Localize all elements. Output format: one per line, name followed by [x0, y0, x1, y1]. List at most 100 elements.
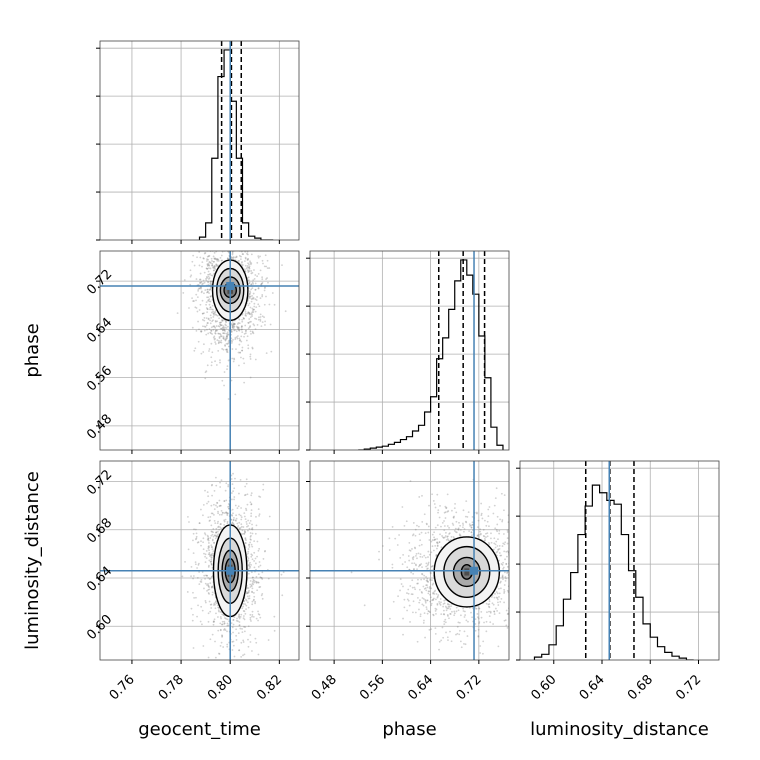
scatter-point	[501, 519, 504, 521]
scatter-point	[446, 607, 449, 610]
scatter-point	[438, 648, 440, 651]
scatter-point	[462, 610, 465, 612]
scatter-point	[443, 529, 446, 532]
scatter-point	[238, 624, 241, 627]
scatter-point	[418, 544, 421, 547]
scatter-point	[247, 519, 250, 522]
panel-frame	[309, 250, 510, 451]
scatter-point	[435, 593, 438, 595]
scatter-point	[200, 330, 203, 333]
scatter-point	[444, 535, 447, 537]
scatter-point	[492, 603, 495, 606]
scatter-point	[214, 257, 217, 260]
scatter-point	[261, 295, 264, 298]
scatter-point	[214, 326, 217, 329]
scatter-point	[215, 258, 218, 261]
scatter-point	[233, 516, 235, 519]
scatter-point	[511, 587, 513, 589]
scatter-point	[241, 533, 244, 535]
scatter-point	[435, 598, 437, 601]
scatter-point	[485, 620, 488, 623]
scatter-point	[443, 613, 446, 616]
scatter-point	[252, 323, 255, 326]
scatter-point	[208, 559, 211, 562]
scatter-point	[517, 566, 519, 568]
scatter-point	[251, 600, 254, 603]
scatter-point	[518, 578, 520, 580]
scatter-point	[427, 563, 430, 565]
scatter-point	[251, 582, 254, 585]
scatter-point	[244, 226, 246, 228]
scatter-point	[432, 500, 435, 502]
scatter-point	[236, 326, 239, 329]
scatter-point	[448, 532, 451, 535]
panel-content-geocent_time-vs-luminosity_distance	[100, 461, 299, 660]
scatter-point	[480, 532, 482, 535]
scatter-point	[431, 539, 434, 541]
scatter-point	[522, 570, 524, 572]
scatter-point	[220, 254, 223, 257]
scatter-point	[226, 348, 228, 351]
scatter-point	[218, 528, 221, 531]
scatter-point	[476, 512, 478, 515]
scatter-point	[247, 557, 250, 560]
scatter-point	[255, 204, 257, 206]
scatter-point	[244, 541, 247, 544]
scatter-point	[206, 268, 209, 270]
scatter-point	[264, 549, 267, 552]
scatter-point	[418, 564, 421, 567]
scatter-point	[256, 261, 259, 264]
scatter-point	[219, 332, 221, 335]
scatter-point	[438, 601, 441, 603]
scatter-point	[197, 564, 200, 566]
scatter-point	[187, 246, 189, 248]
scatter-point	[476, 613, 479, 615]
scatter-point	[443, 525, 446, 527]
scatter-point	[226, 349, 229, 352]
scatter-point	[195, 532, 198, 535]
scatter-point	[424, 601, 427, 604]
scatter-point	[263, 550, 266, 553]
scatter-point	[217, 520, 219, 523]
scatter-point	[363, 604, 366, 607]
scatter-point	[244, 538, 247, 540]
scatter-point	[232, 619, 235, 622]
scatter-point	[213, 534, 216, 537]
scatter-point	[250, 538, 252, 541]
scatter-point	[444, 618, 447, 621]
scatter-point	[510, 606, 512, 608]
scatter-point	[488, 605, 490, 608]
scatter-point	[251, 587, 254, 590]
scatter-point	[245, 598, 247, 601]
scatter-point	[410, 571, 413, 574]
scatter-point	[454, 527, 457, 530]
scatter-point	[255, 515, 257, 518]
scatter-point	[522, 470, 524, 472]
scatter-point	[443, 602, 446, 605]
scatter-point	[220, 339, 223, 342]
scatter-point	[191, 326, 194, 329]
scatter-point	[259, 313, 262, 316]
scatter-point	[220, 513, 223, 516]
scatter-point	[193, 349, 196, 352]
scatter-point	[236, 323, 239, 325]
scatter-point	[247, 311, 250, 314]
scatter-point	[228, 249, 230, 251]
scatter-point	[205, 550, 208, 552]
scatter-point	[225, 348, 228, 351]
scatter-point	[459, 640, 462, 643]
scatter-point	[207, 582, 209, 585]
scatter-point	[259, 255, 261, 258]
scatter-point	[412, 572, 415, 575]
scatter-point	[190, 575, 192, 578]
scatter-point	[436, 538, 438, 540]
scatter-point	[496, 598, 499, 601]
scatter-point	[213, 210, 215, 212]
scatter-point	[431, 565, 434, 568]
scatter-point	[226, 622, 229, 625]
scatter-point	[234, 329, 236, 332]
scatter-point	[251, 576, 254, 579]
scatter-point	[209, 308, 211, 311]
scatter-point	[198, 278, 201, 281]
scatter-point	[215, 314, 218, 316]
